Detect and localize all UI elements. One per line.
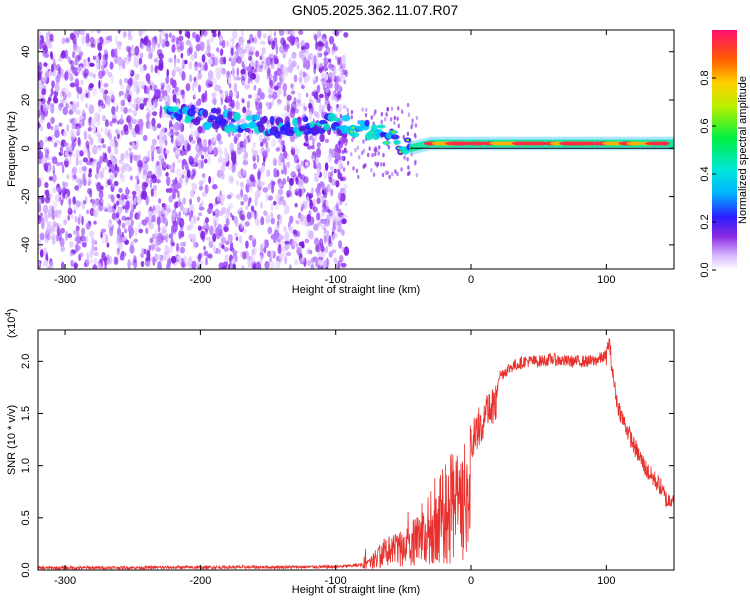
exponent-label: (x104) [4,308,18,338]
x-tick-label: 100 [597,575,615,587]
top-y-axis-label: Frequency (Hz) [6,111,18,187]
top-x-axis-label: Height of straight line (km) [292,284,420,296]
x-tick-label: 100 [597,274,615,286]
bottom-x-axis-label: Height of straight line (km) [292,584,420,596]
x-tick-label: 0 [468,274,474,286]
y-tick-label: -20 [20,189,32,205]
exponent-base: (x10 [6,317,18,338]
y-tick-label: 40 [20,46,32,58]
colorbar-tick-label: 0.0 [699,262,711,277]
x-tick-label: -100 [325,274,347,286]
snr-series-line [38,338,674,570]
y-tick-label: 0.5 [20,510,32,525]
x-tick-label: -100 [325,575,347,587]
y-tick-label: 2.0 [20,354,32,369]
x-tick-label: -300 [54,575,76,587]
y-tick-label: -40 [20,237,32,253]
heatmap-noise-layer [38,30,419,269]
colorbar-label: Normalized spectral amplitude [737,76,749,224]
x-tick-label: -200 [189,575,211,587]
bottom-y-axis-label: SNR (10 * v/v) [6,405,18,475]
snr-panel: -300 -200 -100 0 100 0.0 0.5 1.0 1.5 2.0 Height … [4,308,675,596]
y-tick-label: 1.0 [20,458,32,473]
exponent-power: 4 [4,312,13,317]
y-tick-label: 0.0 [20,562,32,577]
top-y-axis: -40 -20 0 20 40 [20,46,674,253]
x-tick-label: -200 [189,274,211,286]
colorbar-tick-label: 0.2 [699,214,711,229]
colorbar: 0.0 0.2 0.4 0.6 0.8 Normalized spectral ampl… [699,30,749,278]
exponent-close: ) [6,308,18,312]
colorbar-gradient [712,30,737,270]
snr-frame [37,329,675,571]
chart-title: GN05.2025.362.11.07.R07 [291,2,459,18]
colorbar-ticks: 0.0 0.2 0.4 0.6 0.8 [699,70,716,278]
colorbar-tick-label: 0.4 [699,166,711,181]
x-tick-label: -300 [54,274,76,286]
y-tick-label: 20 [20,94,32,106]
x-tick-label: 0 [468,575,474,587]
colorbar-tick-label: 0.6 [699,118,711,133]
spectrogram-frame [37,29,675,270]
y-tick-label: 0 [20,145,32,151]
bottom-x-axis: -300 -200 -100 0 100 [54,330,616,587]
y-tick-label: 1.5 [20,406,32,421]
heatmap-ridge-layer [162,103,674,156]
svg-text:(x104): (x104) [4,308,18,338]
colorbar-tick-label: 0.8 [699,70,711,85]
top-x-axis: -300 -200 -100 0 100 [54,30,616,286]
bottom-y-axis: 0.0 0.5 1.0 1.5 2.0 [20,354,674,578]
